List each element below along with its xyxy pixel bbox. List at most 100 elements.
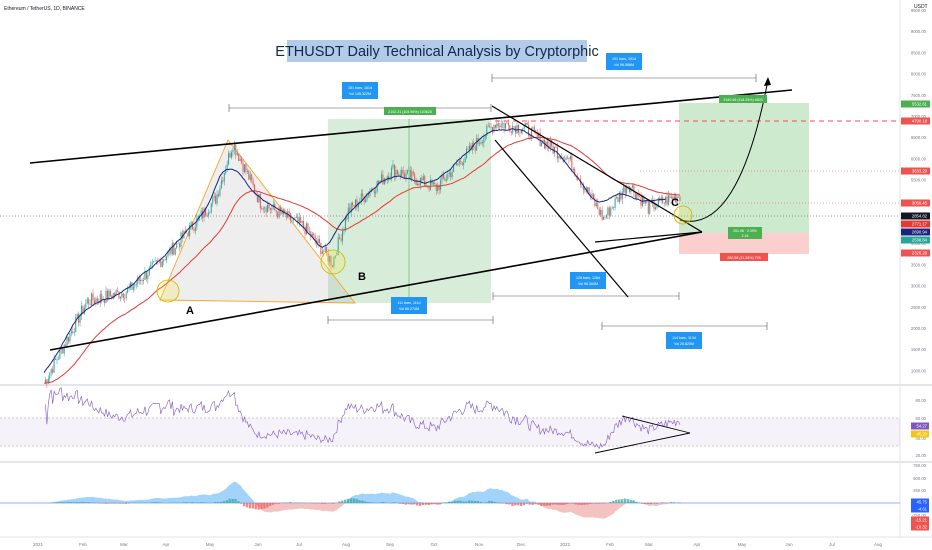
candle-body <box>646 201 648 203</box>
candle-body <box>551 140 553 147</box>
candle-body <box>603 217 605 220</box>
macd-bar <box>185 502 188 503</box>
macd-bar <box>470 500 474 503</box>
macd-bar <box>113 503 116 504</box>
candle-body <box>334 255 336 258</box>
candle-body <box>613 207 615 208</box>
candle-body <box>669 195 671 198</box>
candle-body <box>251 174 253 181</box>
candle-body <box>145 271 147 279</box>
candle-body <box>598 209 600 215</box>
candle-body <box>595 203 597 206</box>
candle-body <box>213 195 215 198</box>
candle-body <box>147 275 149 279</box>
candle-body <box>601 209 603 220</box>
candle-body <box>300 217 302 223</box>
symbol-label[interactable]: Ethereum / TetherUS, 1D, BINANCE <box>4 6 85 12</box>
price-tag-bg <box>901 236 930 244</box>
candle-body <box>490 127 492 128</box>
time-tick-label: 2021 <box>33 542 44 547</box>
candle-body <box>649 200 651 214</box>
macd-bar <box>615 499 618 503</box>
macd-bar <box>243 503 246 507</box>
range-label-1: 181 bars, 181d Vol 145.322M <box>342 82 378 99</box>
time-tick-label: Feb <box>79 542 87 547</box>
candle-body <box>202 210 204 218</box>
macd-tag-bg <box>911 498 929 506</box>
macd-bar <box>491 501 494 503</box>
candle-body <box>280 207 282 212</box>
rsi-tag-bg <box>911 422 929 430</box>
svg-text:2.16: 2.16 <box>742 234 749 238</box>
candle-body <box>406 170 408 174</box>
macd-bar <box>104 503 107 504</box>
macd-bar <box>418 503 422 506</box>
candle-body <box>510 131 512 133</box>
candle-body <box>392 164 394 168</box>
candle-body <box>109 290 111 296</box>
candle-body <box>634 192 636 199</box>
candle-body <box>329 256 331 262</box>
candle-body <box>457 163 459 166</box>
candle-body <box>675 195 677 203</box>
price-tag-bg <box>901 212 930 220</box>
macd-bar <box>450 501 454 503</box>
range-label-3: 111 bars, 111d Vol 66.274M <box>391 297 427 314</box>
macd-bar <box>442 502 445 503</box>
macd-bar <box>266 503 269 508</box>
price-tick-label: 8000.00 <box>911 72 927 77</box>
range-measure-5 <box>601 322 768 330</box>
macd-bar <box>294 502 298 503</box>
rsi-triangle-pattern <box>594 415 691 454</box>
macd-bar <box>372 502 376 503</box>
macd-bar <box>649 503 653 505</box>
candle-body <box>643 196 645 204</box>
macd-bar <box>257 503 260 510</box>
candle-body <box>435 184 437 191</box>
macd-tick-label: 750.00 <box>913 463 926 468</box>
price-tag-label: 5532.61 <box>912 102 928 107</box>
candle-body <box>88 298 90 304</box>
time-tick-label: Jul <box>829 542 835 547</box>
candle-body <box>308 230 310 232</box>
candle-body <box>486 125 488 136</box>
svg-text:111 bars, 111d: 111 bars, 111d <box>398 301 421 305</box>
price-tick-label: 3500.00 <box>911 262 927 267</box>
candle-body <box>256 194 258 203</box>
macd-bar <box>107 503 110 504</box>
candle-body <box>55 358 57 360</box>
candle-body <box>409 170 411 179</box>
macd-bar <box>600 503 603 504</box>
candle-body <box>252 180 254 185</box>
macd-tick-label: -250.00 <box>912 513 927 518</box>
candle-body <box>621 192 623 200</box>
candle-body <box>79 315 81 323</box>
time-tick-label: 2022 <box>560 542 571 547</box>
candle-body <box>294 217 296 219</box>
candle-body <box>592 193 594 200</box>
macd-bar <box>672 502 676 503</box>
circle-marker-a <box>156 279 180 303</box>
range-measure-1 <box>228 104 492 112</box>
rsi-tick-label: 80.00 <box>916 398 927 403</box>
macd-bar <box>514 503 517 506</box>
time-tick-label: Aug <box>874 542 883 547</box>
candle-body <box>493 124 495 133</box>
candle-body <box>363 196 365 202</box>
candle-body <box>53 358 55 373</box>
svg-text:280.58 (11.28%) 795: 280.58 (11.28%) 795 <box>727 256 760 260</box>
svg-text:261.98 · 2.39%: 261.98 · 2.39% <box>733 229 757 233</box>
candle-body <box>506 122 508 124</box>
candle-body <box>378 180 380 184</box>
candle-body <box>164 259 166 261</box>
macd-tag-label: 45.75 <box>917 500 928 505</box>
candle-body <box>494 124 496 128</box>
candle-body <box>132 286 134 290</box>
candle-body <box>46 379 48 383</box>
candle-body <box>626 186 628 194</box>
price-tick-label: 4000.00 <box>911 241 927 246</box>
candle-body <box>440 180 442 190</box>
candle-body <box>297 216 299 223</box>
macd-bar <box>641 503 644 504</box>
